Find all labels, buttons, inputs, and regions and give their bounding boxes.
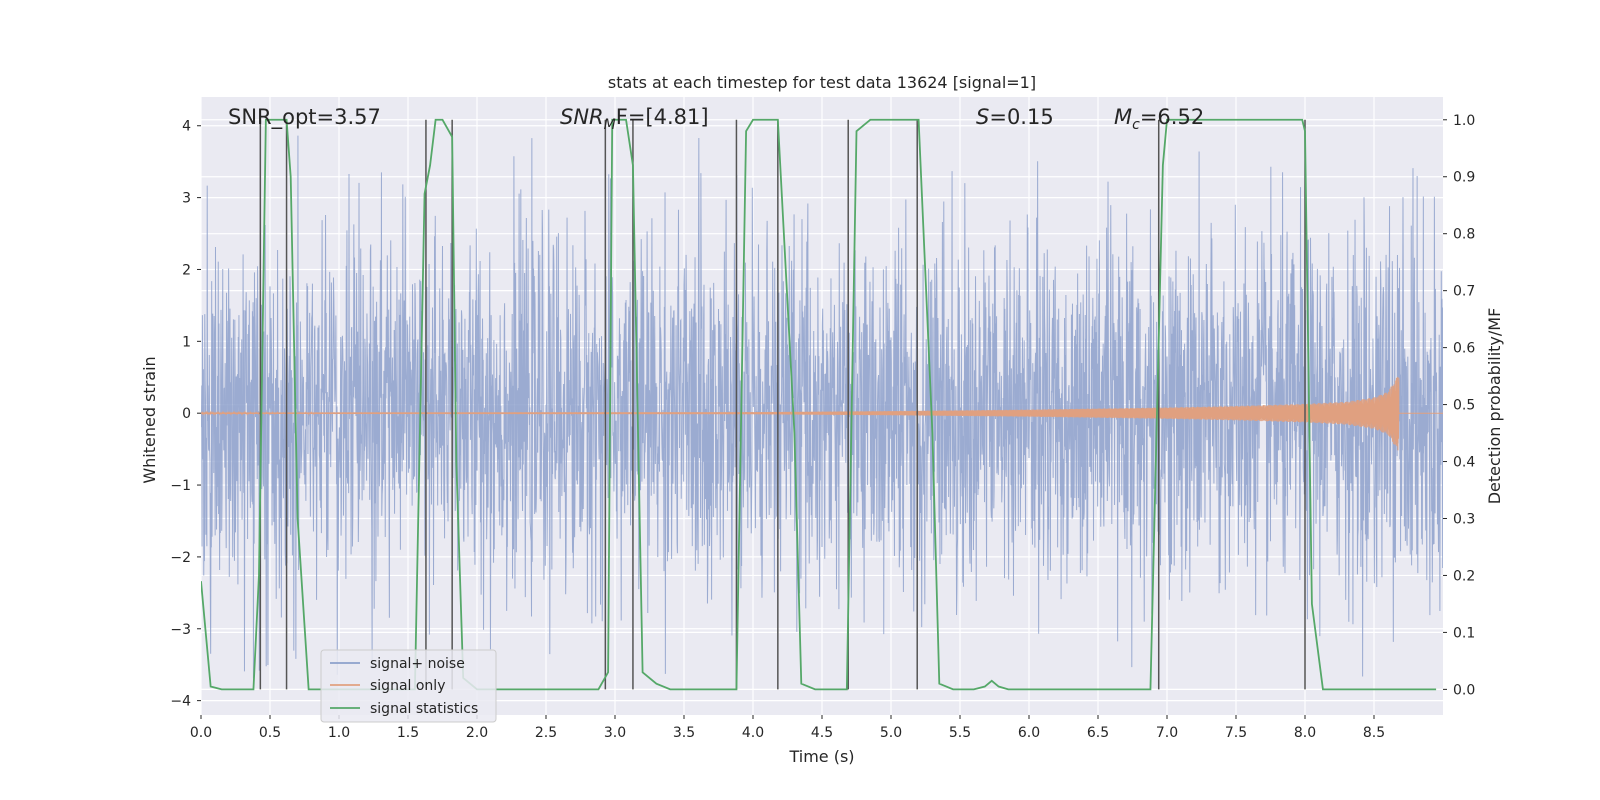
- y-right-axis-label: Detection probability/MF: [1485, 308, 1504, 505]
- annotation-snr-mf-tail: F=[4.81]: [616, 105, 709, 129]
- x-tick-label: 2.0: [466, 725, 488, 741]
- x-tick-label: 3.5: [673, 725, 695, 741]
- x-tick-label: 7.0: [1156, 725, 1178, 741]
- y-tick-label: −3: [170, 622, 191, 638]
- legend-box: [320, 649, 497, 723]
- legend-label-signal-statistics: signal statistics: [370, 701, 478, 717]
- x-tick-label: 0.0: [190, 725, 212, 741]
- annotation-snr-opt: SNR_opt=3.57: [228, 105, 381, 130]
- y-tick-label: 4: [182, 119, 191, 135]
- chart-title: stats at each timestep for test data 136…: [608, 73, 1036, 92]
- y-tick-label: −4: [170, 694, 191, 710]
- annotation-s-tail: =0.15: [989, 105, 1053, 129]
- y-right-tick-label: 0.0: [1453, 682, 1475, 698]
- annotation-mc: Mc=6.52: [1114, 105, 1204, 133]
- vertical-markers: [259, 119, 1306, 690]
- y-tick-label: 2: [182, 262, 191, 278]
- x-tick-label: 4.5: [811, 725, 833, 741]
- data-layer: [201, 118, 1443, 691]
- tick-layer: 0.0 0.5 1.0 1.5 2.0 2.5 3.0 3.5 4.0 4.5 5.0 5.5 6.0 6…: [170, 113, 1475, 741]
- series-signal-only-line: [201, 376, 1443, 451]
- x-tick-label: 1.5: [397, 725, 419, 741]
- x-tick-label: 3.0: [604, 725, 626, 741]
- y-right-tick-label: 0.1: [1453, 625, 1475, 641]
- y-right-tick-label: 0.4: [1453, 455, 1475, 471]
- legend-label-signal-only: signal only: [370, 678, 445, 694]
- x-tick-label: 8.5: [1363, 725, 1385, 741]
- y-tick-label: 3: [182, 191, 191, 207]
- annotation-mc-tail: =6.52: [1140, 105, 1204, 129]
- x-tick-label: 0.5: [259, 725, 281, 741]
- series-signal-statistics-line: [201, 118, 1437, 691]
- y-tick-label: −2: [170, 550, 191, 566]
- y-right-tick-label: 0.3: [1453, 511, 1475, 527]
- x-axis-label: Time (s): [788, 747, 854, 766]
- x-tick-label: 6.5: [1087, 725, 1109, 741]
- annotation-snr-mf: SNRMF=[4.81]: [560, 105, 709, 133]
- y-right-tick-label: 0.6: [1453, 341, 1475, 357]
- y-axis-label: Whitened strain: [140, 356, 159, 483]
- annotations: SNR_opt=3.57 SNRMF=[4.81] S=0.15 Mc=6.52: [228, 105, 1204, 133]
- legend-label-signal-noise: signal+ noise: [370, 656, 465, 672]
- series-signal-noise-line: [201, 135, 1443, 679]
- x-tick-label: 5.5: [949, 725, 971, 741]
- x-tick-label: 8.0: [1294, 725, 1316, 741]
- y-right-tick-label: 0.2: [1453, 568, 1475, 584]
- x-tick-label: 5.0: [880, 725, 902, 741]
- y-tick-label: −1: [170, 478, 191, 494]
- y-right-tick-label: 0.8: [1453, 227, 1475, 243]
- annotation-s-main: S: [976, 105, 989, 129]
- y-right-tick-label: 0.7: [1453, 284, 1475, 300]
- x-tick-label: 4.0: [742, 725, 764, 741]
- annotation-snr-mf-sub: M: [604, 117, 616, 133]
- annotation-mc-sub: c: [1132, 117, 1140, 133]
- annotation-s: S=0.15: [976, 105, 1054, 129]
- y-right-tick-label: 0.9: [1453, 170, 1475, 186]
- x-tick-label: 7.5: [1225, 725, 1247, 741]
- annotation-mc-main: M: [1114, 105, 1132, 129]
- x-tick-label: 6.0: [1018, 725, 1040, 741]
- y-right-tick-label: 1.0: [1453, 113, 1475, 129]
- x-tick-label: 2.5: [535, 725, 557, 741]
- legend: signal+ noise signal only signal statist…: [320, 649, 497, 723]
- y-tick-label: 1: [182, 334, 191, 350]
- annotation-snr-mf-main: SNR: [560, 105, 604, 129]
- x-tick-label: 1.0: [328, 725, 350, 741]
- y-tick-label: 0: [182, 406, 191, 422]
- y-right-tick-label: 0.5: [1453, 398, 1475, 414]
